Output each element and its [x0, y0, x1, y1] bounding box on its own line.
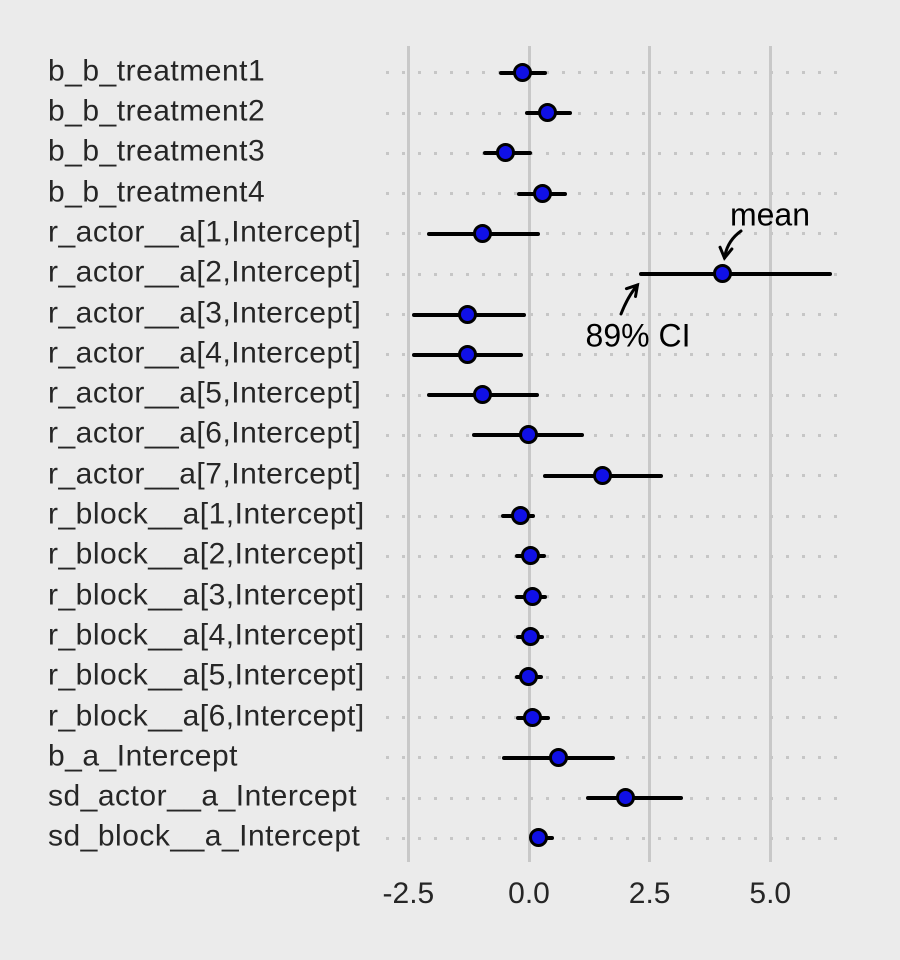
mean-point: [712, 264, 732, 284]
credible-interval-line: [639, 272, 832, 277]
parameter-label: r_actor__a[6,Intercept]: [48, 417, 362, 451]
row-dotted-gridline: [386, 635, 846, 639]
parameter-label: sd_block__a_Intercept: [48, 820, 361, 854]
parameter-label: b_b_treatment4: [48, 175, 266, 209]
row-dotted-gridline: [386, 393, 846, 397]
row-dotted-gridline: [386, 675, 846, 679]
parameter-label: r_actor__a[7,Intercept]: [48, 457, 362, 491]
annotation-ci-label: 89% CI: [585, 317, 691, 354]
ci-arrow: [619, 282, 640, 316]
row-dotted-gridline: [386, 313, 846, 316]
row-dotted-gridline: [386, 151, 846, 155]
mean-point: [615, 788, 635, 808]
row-dotted-gridline: [386, 836, 846, 840]
parameter-label: b_b_treatment1: [48, 54, 266, 88]
row-dotted-gridline: [386, 554, 846, 558]
mean-point: [522, 586, 542, 606]
parameter-label: r_block__a[2,Intercept]: [48, 537, 365, 571]
x-gridline: [648, 46, 652, 862]
row-dotted-gridline: [386, 353, 846, 357]
x-gridline: [406, 46, 410, 862]
row-dotted-gridline: [386, 433, 846, 437]
x-gridline: [527, 46, 531, 862]
row-dotted-gridline: [386, 716, 846, 719]
mean-point: [472, 385, 492, 405]
parameter-label: r_actor__a[3,Intercept]: [48, 296, 362, 330]
mean-point: [512, 62, 532, 82]
mean-point: [472, 223, 492, 243]
row-dotted-gridline: [386, 514, 846, 518]
mean-point: [520, 626, 540, 646]
parameter-label: b_b_treatment2: [48, 94, 266, 128]
parameter-label: b_b_treatment3: [48, 134, 266, 168]
x-tick-label: -2.5: [382, 877, 435, 910]
row-dotted-gridline: [386, 111, 846, 115]
mean-point: [538, 103, 558, 122]
parameter-label: r_block__a[1,Intercept]: [48, 497, 365, 531]
mean-point: [518, 667, 538, 687]
mean-point: [458, 344, 478, 364]
parameter-label: r_block__a[6,Intercept]: [48, 699, 365, 733]
parameter-label: r_actor__a[5,Intercept]: [48, 376, 362, 410]
row-dotted-gridline: [386, 192, 846, 196]
mean-point: [592, 465, 612, 485]
row-dotted-gridline: [386, 756, 846, 760]
mean-point: [523, 707, 543, 727]
mean-point: [520, 546, 540, 566]
parameter-label: sd_actor__a_Intercept: [48, 779, 358, 813]
parameter-label: r_block__a[4,Intercept]: [48, 618, 365, 652]
row-dotted-gridline: [386, 272, 846, 276]
mean-arrow: [718, 229, 743, 261]
parameter-label: r_actor__a[1,Intercept]: [48, 215, 362, 249]
row-dotted-gridline: [386, 232, 846, 236]
mean-point: [529, 828, 549, 848]
parameter-label: r_actor__a[2,Intercept]: [48, 255, 362, 289]
mean-point: [510, 506, 530, 525]
row-dotted-gridline: [386, 595, 846, 599]
parameter-label: r_actor__a[4,Intercept]: [48, 336, 362, 370]
mean-point: [533, 183, 553, 203]
mean-point: [549, 747, 569, 767]
row-dotted-gridline: [386, 71, 846, 75]
x-gridline: [768, 46, 772, 862]
mean-point: [458, 304, 478, 324]
x-tick-label: 5.0: [749, 877, 792, 910]
parameter-label: r_block__a[3,Intercept]: [48, 578, 365, 612]
x-tick-label: 0.0: [508, 877, 550, 910]
parameter-label: b_a_Intercept: [48, 739, 238, 773]
annotation-mean-label: mean: [729, 196, 811, 233]
mean-point: [518, 425, 538, 445]
x-tick-label: 2.5: [628, 877, 671, 910]
mean-point: [496, 143, 516, 163]
parameter-label: r_block__a[5,Intercept]: [48, 658, 365, 692]
